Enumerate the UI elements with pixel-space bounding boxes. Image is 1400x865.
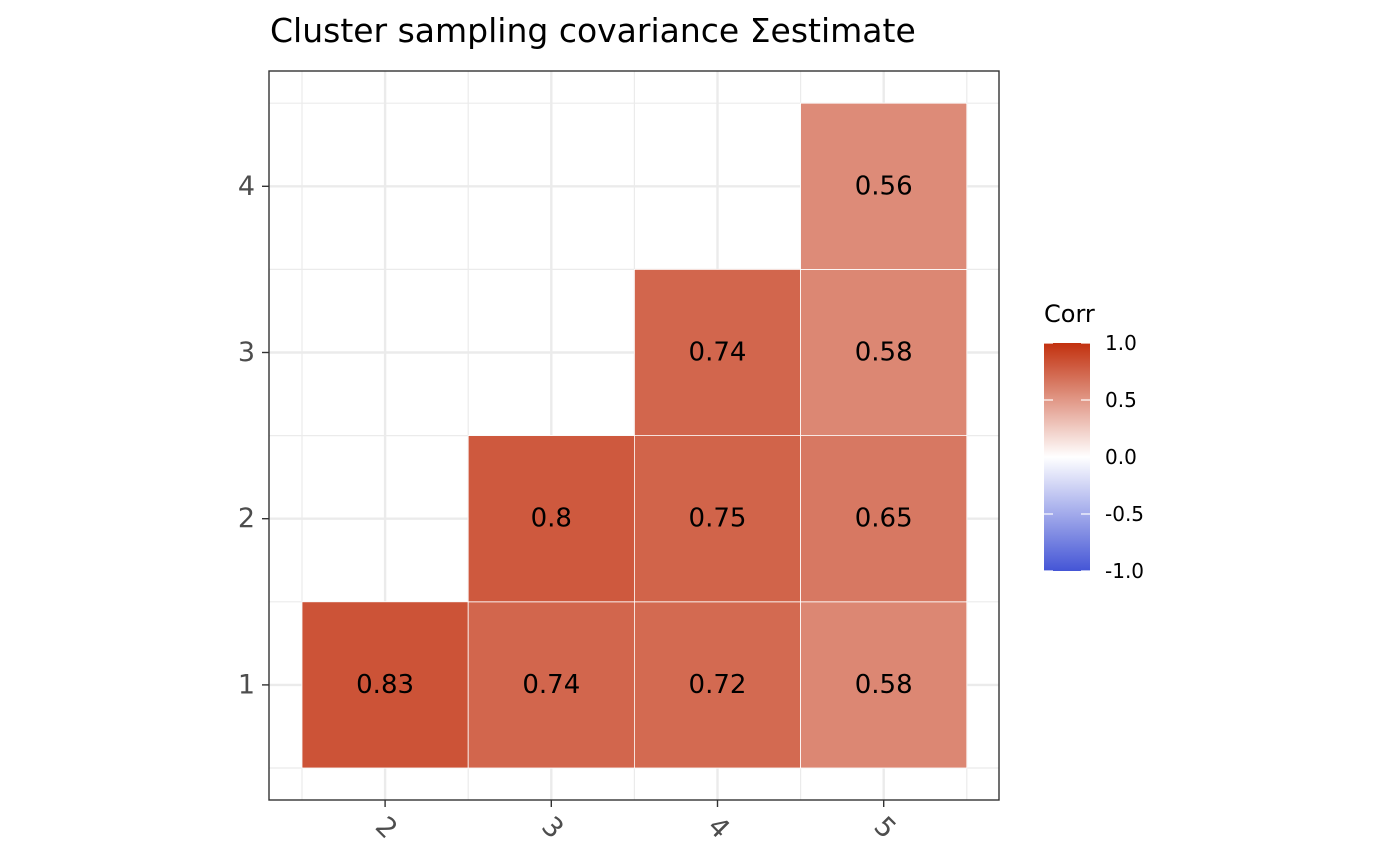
cell-label-5-2: 0.65	[855, 504, 913, 534]
cell-label-3-2: 0.8	[531, 504, 572, 534]
y-tick-label: 4	[238, 171, 255, 202]
y-axis: 1 2 3 4	[238, 171, 269, 700]
chart-title: Cluster sampling covariance Σestimate	[270, 11, 916, 50]
cell-label-4-2: 0.75	[689, 504, 747, 534]
cell-label-5-3: 0.58	[855, 338, 913, 368]
cell-label-3-1: 0.74	[522, 670, 580, 700]
heatmap-cell-3-2	[467, 435, 635, 603]
heatmap-cell-5-2	[800, 435, 968, 603]
heatmap-tiles	[301, 102, 968, 769]
cell-label-4-3: 0.74	[689, 338, 747, 368]
y-tick-label: 1	[238, 669, 255, 700]
x-axis: 2 3 4 5	[369, 800, 902, 845]
y-tick-label: 2	[238, 503, 255, 534]
x-tick-label: 3	[535, 811, 569, 845]
cell-labels: 0.83 0.74 0.72 0.58 0.8 0.75 0.65 0.74 0.58 0.56	[356, 171, 912, 700]
x-tick-label: 2	[369, 811, 403, 845]
legend-tick-label: 0.0	[1105, 445, 1137, 469]
y-tick-label: 3	[238, 337, 255, 368]
heatmap-cell-4-3	[634, 268, 802, 436]
cell-label-5-4: 0.56	[855, 171, 913, 201]
panel-border	[268, 70, 1000, 801]
cell-label-2-1: 0.83	[356, 670, 414, 700]
legend-title: Corr	[1044, 300, 1095, 328]
x-tick-label: 4	[701, 811, 735, 845]
legend-tick-label: 1.0	[1105, 331, 1137, 355]
x-tick-label: 5	[868, 811, 902, 845]
heatmap-cell-5-3	[800, 268, 968, 436]
heatmap-cell-4-2	[634, 435, 802, 603]
legend-tick-label: 0.5	[1105, 388, 1137, 412]
cell-label-4-1: 0.72	[689, 670, 747, 700]
heatmap-cell-5-4	[800, 102, 968, 270]
legend-tick-label: -0.5	[1105, 502, 1144, 526]
heatmap-cell-4-1	[634, 601, 802, 769]
cell-label-5-1: 0.58	[855, 670, 913, 700]
legend-tick-label: -1.0	[1105, 559, 1144, 583]
